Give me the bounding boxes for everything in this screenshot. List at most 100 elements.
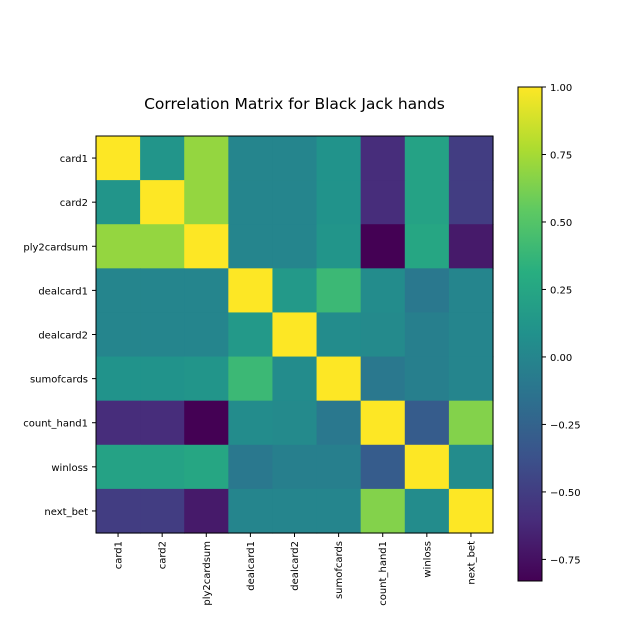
heatmap-cell-card2-winloss bbox=[404, 180, 450, 225]
x-tick-label-next_bet: next_bet bbox=[466, 541, 477, 585]
x-tick-label-winloss: winloss bbox=[422, 541, 433, 578]
heatmap-cell-card2-card1 bbox=[96, 180, 141, 225]
heatmap-cell-ply2cardsum-count_hand1 bbox=[360, 224, 406, 269]
x-tick-label-dealcard1: dealcard1 bbox=[246, 541, 257, 591]
heatmap-cell-winloss-card1 bbox=[96, 444, 141, 490]
x-tick-label-sumofcards: sumofcards bbox=[334, 541, 345, 599]
y-tick-label-count_hand1: count_hand1 bbox=[23, 419, 88, 430]
colorbar-tick-label: 0.00 bbox=[550, 353, 572, 364]
heatmap-cell-dealcard2-dealcard2 bbox=[272, 312, 318, 358]
heatmap-cell-card1-next_bet bbox=[448, 136, 494, 181]
chart-title: Correlation Matrix for Black Jack hands bbox=[144, 95, 445, 113]
y-tick-label-dealcard1: dealcard1 bbox=[38, 286, 88, 297]
heatmap-cell-sumofcards-sumofcards bbox=[316, 356, 362, 402]
heatmap-cell-sumofcards-winloss bbox=[404, 356, 450, 402]
heatmap-cell-dealcard1-ply2cardsum bbox=[184, 268, 229, 314]
heatmap-cell-next_bet-card1 bbox=[96, 488, 141, 534]
heatmap-cell-sumofcards-card1 bbox=[96, 356, 141, 402]
heatmap-cell-count_hand1-count_hand1 bbox=[360, 400, 406, 446]
y-tick-label-winloss: winloss bbox=[51, 463, 88, 474]
heatmap-cell-dealcard1-card1 bbox=[96, 268, 141, 314]
heatmap-cell-dealcard2-card2 bbox=[140, 312, 185, 358]
heatmap-cell-winloss-count_hand1 bbox=[360, 444, 406, 490]
x-axis-ticks: card1 card2 ply2cardsum dealcard1 dealcard2 s… bbox=[114, 533, 477, 606]
heatmap-cell-count_hand1-ply2cardsum bbox=[184, 400, 229, 446]
heatmap-cell-winloss-card2 bbox=[140, 444, 185, 490]
y-tick-label-sumofcards: sumofcards bbox=[30, 375, 88, 386]
heatmap-cell-next_bet-winloss bbox=[404, 488, 450, 534]
colorbar-tick-label: −0.50 bbox=[550, 488, 581, 499]
heatmap-cell-dealcard1-dealcard2 bbox=[272, 268, 318, 314]
heatmap-cell-winloss-sumofcards bbox=[316, 444, 362, 490]
colorbar bbox=[517, 86, 543, 582]
colorbar-tick-label: 1.00 bbox=[550, 83, 572, 94]
colorbar-ticks: −0.75 −0.50 −0.25 0.00 0.25 0.50 0.75 1.00 bbox=[542, 83, 581, 566]
heatmap-cell-card2-card2 bbox=[140, 180, 185, 225]
heatmap-cell-winloss-dealcard2 bbox=[272, 444, 318, 490]
colorbar-tick-label: 0.50 bbox=[550, 218, 572, 229]
y-tick-label-card1: card1 bbox=[60, 154, 88, 165]
heatmap-cell-ply2cardsum-dealcard2 bbox=[272, 224, 318, 269]
heatmap-cell-sumofcards-dealcard1 bbox=[228, 356, 274, 402]
heatmap-cell-ply2cardsum-card2 bbox=[140, 224, 185, 269]
heatmap-cell-card1-dealcard1 bbox=[228, 136, 274, 181]
heatmap-cell-sumofcards-dealcard2 bbox=[272, 356, 318, 402]
y-axis-ticks: card1 card2 ply2cardsum dealcard1 dealcard2 s… bbox=[23, 154, 96, 518]
heatmap-cell-card1-card1 bbox=[96, 136, 141, 181]
y-tick-label-ply2cardsum: ply2cardsum bbox=[23, 242, 88, 253]
heatmap-cell-sumofcards-ply2cardsum bbox=[184, 356, 229, 402]
heatmap-cell-winloss-next_bet bbox=[448, 444, 494, 490]
heatmap-cell-winloss-ply2cardsum bbox=[184, 444, 229, 490]
heatmap-cell-card2-ply2cardsum bbox=[184, 180, 229, 225]
y-tick-label-dealcard2: dealcard2 bbox=[38, 331, 88, 342]
x-tick-label-card1: card1 bbox=[114, 541, 125, 569]
heatmap-cell-dealcard1-winloss bbox=[404, 268, 450, 314]
heatmap-cell-next_bet-count_hand1 bbox=[360, 488, 406, 534]
heatmap-cell-dealcard1-sumofcards bbox=[316, 268, 362, 314]
heatmap-cell-winloss-winloss bbox=[404, 444, 450, 490]
heatmap-cell-count_hand1-sumofcards bbox=[316, 400, 362, 446]
heatmap-cell-dealcard2-count_hand1 bbox=[360, 312, 406, 358]
heatmap-cell-ply2cardsum-ply2cardsum bbox=[184, 224, 229, 269]
colorbar-tick-label: 0.75 bbox=[550, 150, 572, 161]
heatmap-cell-card1-card2 bbox=[140, 136, 185, 181]
heatmap-cell-ply2cardsum-dealcard1 bbox=[228, 224, 274, 269]
heatmap-cell-dealcard2-sumofcards bbox=[316, 312, 362, 358]
heatmap-cell-count_hand1-dealcard2 bbox=[272, 400, 318, 446]
heatmap-cell-dealcard2-ply2cardsum bbox=[184, 312, 229, 358]
heatmap-cell-card2-dealcard2 bbox=[272, 180, 318, 225]
heatmap-cell-card1-dealcard2 bbox=[272, 136, 318, 181]
heatmap-cell-count_hand1-card1 bbox=[96, 400, 141, 446]
heatmap-cell-dealcard2-card1 bbox=[96, 312, 141, 358]
heatmap-cell-ply2cardsum-winloss bbox=[404, 224, 450, 269]
heatmap-cell-count_hand1-dealcard1 bbox=[228, 400, 274, 446]
heatmap-cell-next_bet-dealcard2 bbox=[272, 488, 318, 534]
heatmap-cell-sumofcards-count_hand1 bbox=[360, 356, 406, 402]
heatmap-cell-count_hand1-card2 bbox=[140, 400, 185, 446]
heatmap-cells bbox=[96, 136, 494, 534]
heatmap-cell-dealcard2-dealcard1 bbox=[228, 312, 274, 358]
heatmap-cell-sumofcards-next_bet bbox=[448, 356, 494, 402]
x-tick-label-count_hand1: count_hand1 bbox=[378, 541, 389, 606]
heatmap-cell-card1-sumofcards bbox=[316, 136, 362, 181]
x-tick-label-card2: card2 bbox=[158, 541, 169, 569]
colorbar-tick-label: −0.75 bbox=[550, 555, 581, 566]
heatmap-cell-count_hand1-next_bet bbox=[448, 400, 494, 446]
heatmap-cell-card1-count_hand1 bbox=[360, 136, 406, 181]
heatmap-cell-dealcard1-count_hand1 bbox=[360, 268, 406, 314]
heatmap-cell-ply2cardsum-card1 bbox=[96, 224, 141, 269]
heatmap-cell-dealcard2-winloss bbox=[404, 312, 450, 358]
heatmap-cell-ply2cardsum-next_bet bbox=[448, 224, 494, 269]
colorbar-tick-label: −0.25 bbox=[550, 420, 581, 431]
heatmap-cell-dealcard1-dealcard1 bbox=[228, 268, 274, 314]
colorbar-tick-label: 0.25 bbox=[550, 285, 572, 296]
heatmap-cell-card2-sumofcards bbox=[316, 180, 362, 225]
heatmap-cell-card2-next_bet bbox=[448, 180, 494, 225]
heatmap-cell-sumofcards-card2 bbox=[140, 356, 185, 402]
x-tick-label-dealcard2: dealcard2 bbox=[290, 541, 301, 591]
heatmap-cell-next_bet-ply2cardsum bbox=[184, 488, 229, 534]
heatmap-cell-card2-dealcard1 bbox=[228, 180, 274, 225]
heatmap-cell-next_bet-dealcard1 bbox=[228, 488, 274, 534]
heatmap-cell-winloss-dealcard1 bbox=[228, 444, 274, 490]
